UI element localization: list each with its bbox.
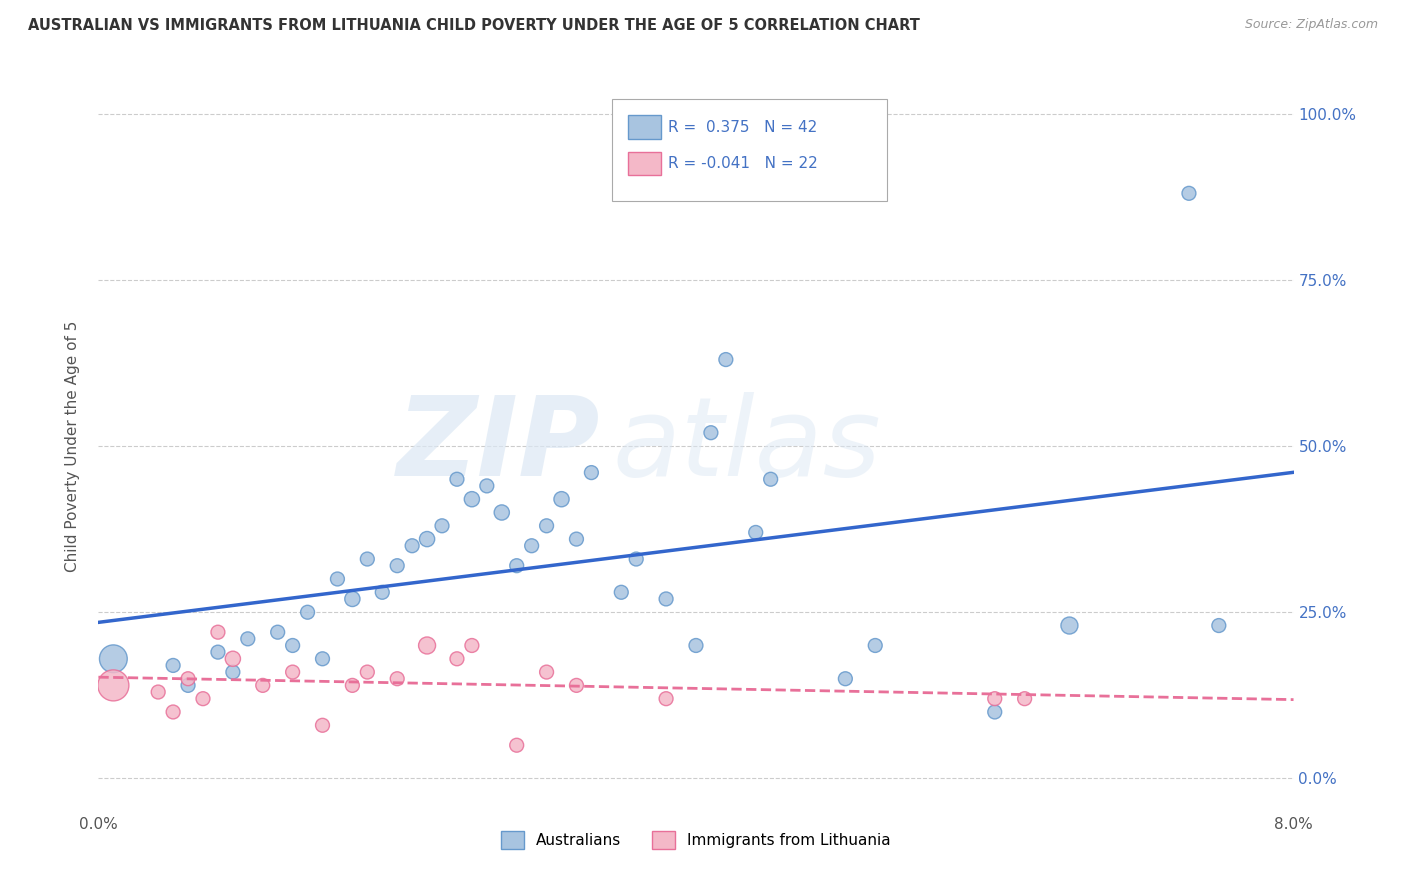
Bar xyxy=(628,115,661,139)
Point xyxy=(356,552,378,566)
Point xyxy=(162,658,184,673)
Point xyxy=(536,665,558,679)
Point xyxy=(491,506,513,520)
Point xyxy=(177,672,200,686)
Point xyxy=(759,472,782,486)
Point xyxy=(207,645,229,659)
Point xyxy=(984,691,1007,706)
Point xyxy=(236,632,259,646)
Point xyxy=(281,639,304,653)
Point xyxy=(626,552,648,566)
Point xyxy=(207,625,229,640)
Point xyxy=(565,532,588,546)
Point xyxy=(103,652,125,666)
Point xyxy=(148,685,170,699)
Point xyxy=(461,639,484,653)
Point xyxy=(385,672,409,686)
Point xyxy=(371,585,394,599)
Point xyxy=(475,479,498,493)
Point xyxy=(610,585,633,599)
Point xyxy=(1014,691,1036,706)
Point xyxy=(297,605,319,619)
Point xyxy=(865,639,887,653)
Point xyxy=(1208,618,1230,632)
Point xyxy=(177,678,200,692)
Point xyxy=(326,572,349,586)
Point xyxy=(446,652,468,666)
Text: atlas: atlas xyxy=(613,392,882,500)
Point xyxy=(342,678,364,692)
Point xyxy=(506,738,529,752)
Point xyxy=(1178,186,1201,201)
Point xyxy=(430,518,453,533)
Point xyxy=(700,425,723,440)
Point xyxy=(984,705,1007,719)
Point xyxy=(281,665,304,679)
Point xyxy=(103,678,125,692)
Point xyxy=(311,652,333,666)
Point xyxy=(536,518,558,533)
Point xyxy=(461,492,484,507)
Bar xyxy=(628,152,661,176)
Point xyxy=(401,539,423,553)
Point xyxy=(714,352,737,367)
Point xyxy=(416,639,439,653)
Point xyxy=(1059,618,1081,632)
Point xyxy=(267,625,290,640)
Point xyxy=(655,591,678,606)
Text: AUSTRALIAN VS IMMIGRANTS FROM LITHUANIA CHILD POVERTY UNDER THE AGE OF 5 CORRELA: AUSTRALIAN VS IMMIGRANTS FROM LITHUANIA … xyxy=(28,18,920,33)
Point xyxy=(446,472,468,486)
Point xyxy=(685,639,707,653)
Point xyxy=(222,665,245,679)
Text: ZIP: ZIP xyxy=(396,392,600,500)
Point xyxy=(385,558,409,573)
Point xyxy=(222,652,245,666)
Point xyxy=(416,532,439,546)
Legend: Australians, Immigrants from Lithuania: Australians, Immigrants from Lithuania xyxy=(495,824,897,855)
Point xyxy=(565,678,588,692)
Y-axis label: Child Poverty Under the Age of 5: Child Poverty Under the Age of 5 xyxy=(65,320,80,572)
Text: R =  0.375   N = 42: R = 0.375 N = 42 xyxy=(668,120,818,135)
Point xyxy=(745,525,768,540)
Point xyxy=(550,492,572,507)
Point xyxy=(655,691,678,706)
Point xyxy=(162,705,184,719)
Point xyxy=(311,718,333,732)
Point xyxy=(356,665,378,679)
Text: Source: ZipAtlas.com: Source: ZipAtlas.com xyxy=(1244,18,1378,31)
Point xyxy=(342,591,364,606)
Point xyxy=(834,672,856,686)
Point xyxy=(520,539,543,553)
Text: R = -0.041   N = 22: R = -0.041 N = 22 xyxy=(668,156,818,171)
FancyBboxPatch shape xyxy=(613,99,887,201)
Point xyxy=(252,678,274,692)
Point xyxy=(581,466,603,480)
Point xyxy=(191,691,214,706)
Point xyxy=(506,558,529,573)
